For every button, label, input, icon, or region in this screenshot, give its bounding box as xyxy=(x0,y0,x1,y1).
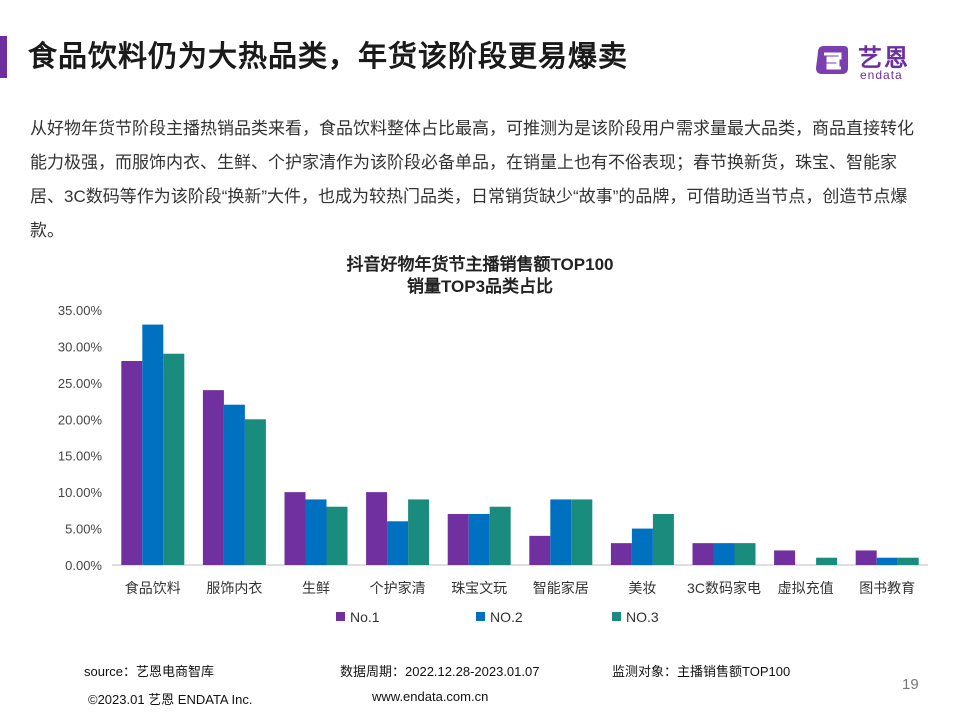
x-tick-label: 图书教育 xyxy=(859,580,915,596)
intro-paragraph: 从好物年货节阶段主播热销品类来看，食品饮料整体占比最高，可推测为是该阶段用户需求… xyxy=(30,119,914,240)
endata-logo-icon xyxy=(816,46,848,74)
bar-3 xyxy=(408,499,430,565)
bar-2 xyxy=(550,499,572,565)
y-tick-label: 20.00% xyxy=(58,412,103,427)
legend-label: NO.2 xyxy=(490,609,523,625)
bar-1 xyxy=(529,535,551,565)
bar-2 xyxy=(305,499,327,565)
y-tick-label: 25.00% xyxy=(58,376,103,391)
y-tick-label: 15.00% xyxy=(58,449,103,464)
bar-3 xyxy=(489,506,511,565)
bar-1 xyxy=(692,543,714,565)
x-tick-label: 美妆 xyxy=(628,580,656,596)
bar-3 xyxy=(163,353,185,565)
legend-label: No.1 xyxy=(350,609,380,625)
bar-2 xyxy=(387,521,409,565)
bar-3 xyxy=(244,419,266,565)
x-tick-label: 个护家清 xyxy=(370,580,426,596)
y-tick-label: 35.00% xyxy=(58,303,103,318)
footer-copyright: ©2023.01 艺恩 ENDATA Inc. xyxy=(88,692,253,707)
bar-1 xyxy=(774,550,796,565)
page-title: 食品饮料仍为大热品类，年货该阶段更易爆卖 xyxy=(28,41,629,73)
x-tick-label: 食品饮料 xyxy=(125,580,181,596)
x-tick-label: 珠宝文玩 xyxy=(451,580,507,596)
page-number: 19 xyxy=(902,676,919,693)
bar-1 xyxy=(610,543,632,565)
bar-1 xyxy=(284,492,306,565)
chart-title-block: 抖音好物年货节主播销售额TOP100 销量TOP3品类占比 xyxy=(0,254,960,298)
bar-1 xyxy=(366,492,388,565)
legend-swatch xyxy=(476,612,485,621)
x-tick-label: 3C数码家电 xyxy=(687,580,761,596)
bar-1 xyxy=(121,361,143,565)
logo-text-cn: 艺恩 xyxy=(858,45,910,72)
bar-1 xyxy=(202,390,224,565)
y-tick-label: 0.00% xyxy=(65,558,102,573)
logo-text-en: endata xyxy=(860,68,903,82)
bar-3 xyxy=(571,499,593,565)
bar-1 xyxy=(447,514,469,565)
bar-2 xyxy=(142,324,164,565)
footer-source: source：艺恩电商智库 xyxy=(84,664,215,679)
chart-title: 抖音好物年货节主播销售额TOP100 xyxy=(346,255,614,274)
legend-swatch xyxy=(336,612,345,621)
bar-3 xyxy=(326,506,348,565)
bar-chart: 0.00% 5.00% 10.00% 15.00% 20.00% 25.00% 30.00%… xyxy=(58,303,928,625)
bar-3 xyxy=(816,557,838,565)
legend-swatch xyxy=(612,612,621,621)
bar-1 xyxy=(855,550,877,565)
bar-2 xyxy=(223,404,245,565)
footer-target: 监测对象：主播销售额TOP100 xyxy=(612,664,791,679)
bar-2 xyxy=(631,528,653,565)
bar-3 xyxy=(652,514,674,565)
x-tick-label: 智能家居 xyxy=(533,580,589,596)
bar-3 xyxy=(897,557,919,565)
y-tick-label: 10.00% xyxy=(58,485,103,500)
x-tick-label: 生鲜 xyxy=(302,580,330,596)
endata-logo: 艺恩 endata xyxy=(812,38,930,84)
chart-subtitle: 销量TOP3品类占比 xyxy=(406,277,554,296)
x-tick-label: 虚拟充值 xyxy=(778,580,834,596)
bar-3 xyxy=(734,543,756,565)
bar-2 xyxy=(468,514,490,565)
footer-period: 数据周期：2022.12.28-2023.01.07 xyxy=(340,664,540,679)
x-tick-label: 服饰内衣 xyxy=(206,580,262,596)
legend-label: NO.3 xyxy=(626,609,659,625)
y-tick-label: 30.00% xyxy=(58,339,103,354)
bar-2 xyxy=(876,557,898,565)
footer-website: www.endata.com.cn xyxy=(372,689,489,704)
y-tick-label: 5.00% xyxy=(65,522,102,537)
bar-2 xyxy=(713,543,735,565)
title-accent-bar xyxy=(0,36,7,78)
